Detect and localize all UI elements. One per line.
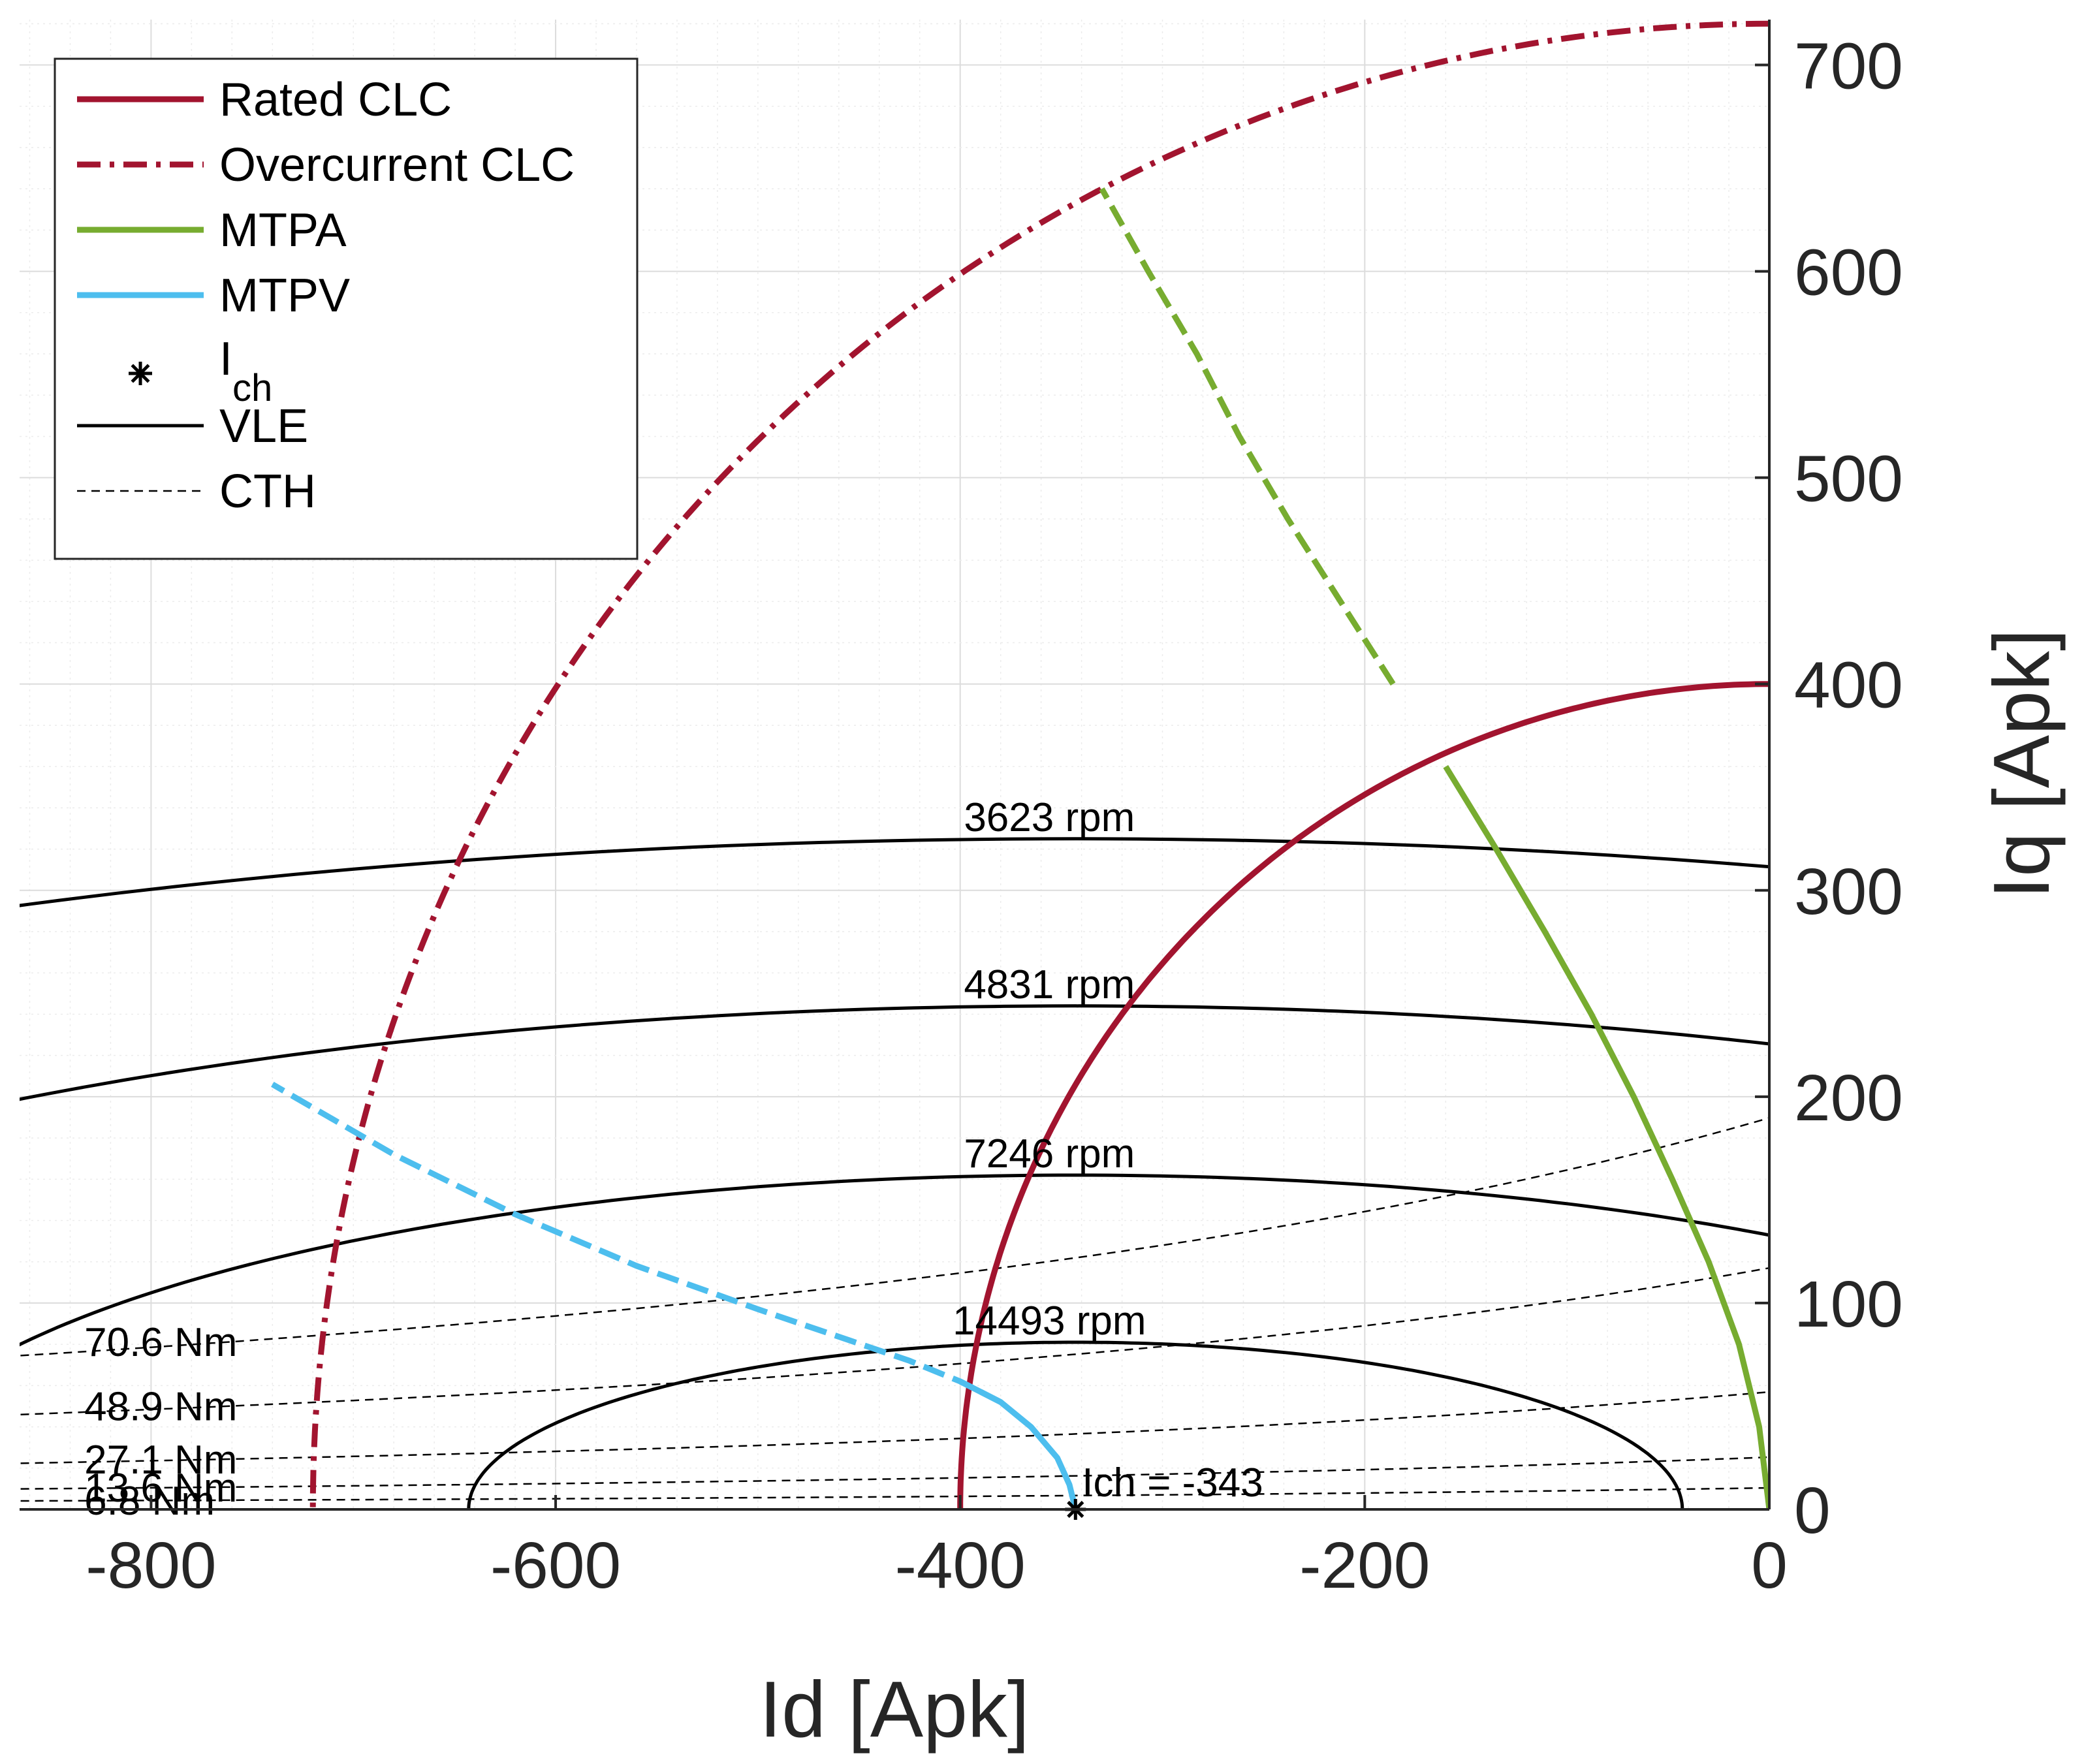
y-tick-label: 500 — [1794, 443, 1903, 516]
mtpv-curve — [271, 1082, 1079, 1509]
vle-curve — [467, 1340, 1684, 1509]
mtpv-line-overcurrent — [271, 1082, 1002, 1405]
legend-entry: CTH — [77, 465, 316, 518]
legend-entry: MTPV — [77, 270, 350, 322]
cth-curve — [20, 1391, 1769, 1464]
x-tick-label: -600 — [490, 1529, 621, 1602]
x-tick-label: -400 — [895, 1529, 1026, 1602]
cth-label: 27.1 Nm — [84, 1438, 237, 1483]
legend-label: Rated CLC — [219, 74, 452, 126]
cth-curve — [20, 1487, 1769, 1502]
mtpa-line-overcurrent — [1099, 187, 1396, 686]
y-tick-label: 700 — [1794, 30, 1903, 103]
cth-curve — [20, 1267, 1769, 1416]
clc-curves — [309, 20, 1769, 1509]
y-tick-label: 100 — [1794, 1268, 1903, 1341]
x-tick-label: 0 — [1751, 1529, 1788, 1602]
cth-label: 13.6 Nm — [84, 1466, 237, 1511]
legend-entry: MTPA — [77, 204, 347, 257]
rated-clc-curve — [957, 681, 1769, 1509]
vle-label: 3623 rpm — [964, 795, 1135, 840]
cth-curve — [20, 1116, 1769, 1357]
legend-label: VLE — [219, 400, 308, 452]
cth-curves — [20, 1116, 1769, 1502]
legend-label: MTPV — [219, 270, 350, 322]
legend-entry: Rated CLC — [77, 74, 452, 126]
y-tick-label: 300 — [1794, 855, 1903, 928]
legend-entry: VLE — [77, 400, 308, 452]
legend-entry: Ich — [129, 333, 272, 409]
plot-area — [20, 20, 1769, 1509]
legend-box — [54, 57, 639, 560]
y-axis-title: Iq [Apk] — [1977, 629, 2066, 899]
vle-curves — [20, 837, 1769, 1509]
overcurrent-clc-curve — [309, 20, 1769, 1509]
legend-label: Ich — [219, 333, 272, 409]
legend-marker — [129, 362, 152, 385]
legend-entry: Overcurrent CLC — [77, 139, 575, 191]
y-tick-label: 0 — [1794, 1474, 1831, 1547]
ich-label: Ich = -343 — [1082, 1460, 1263, 1505]
ich-marker-stroke — [131, 364, 150, 383]
mtpa-curve — [1099, 187, 1769, 1509]
vle-label: 4831 rpm — [964, 962, 1135, 1007]
cth-curve — [20, 1456, 1769, 1490]
axes: -800 -600 -400 -200 00 100 200 300 400 500 600 700 — [20, 20, 1903, 1602]
legend-label: Overcurrent CLC — [219, 139, 575, 191]
legend-label: CTH — [219, 465, 316, 518]
x-tick-label: -800 — [86, 1529, 216, 1602]
x-tick-label: -200 — [1299, 1529, 1430, 1602]
y-tick-label: 200 — [1794, 1062, 1903, 1135]
legend-label: MTPA — [219, 204, 347, 257]
vle-curve — [20, 1004, 1769, 1101]
vle-label: 14493 rpm — [953, 1299, 1146, 1344]
cth-label: 70.6 Nm — [84, 1320, 237, 1365]
mtpv-line-rated — [958, 1378, 1079, 1509]
y-tick-label: 600 — [1794, 236, 1903, 309]
x-axis-title: Id [Apk] — [759, 1665, 1030, 1754]
y-tick-label: 400 — [1794, 649, 1903, 722]
vle-curve — [20, 837, 1769, 907]
mtpa-line-rated — [1443, 764, 1769, 1509]
vle-curve — [20, 1173, 1769, 1347]
vle-label: 7246 rpm — [964, 1131, 1135, 1176]
cth-label: 6.8 Nm — [84, 1479, 215, 1524]
cth-label: 48.9 Nm — [84, 1385, 237, 1430]
